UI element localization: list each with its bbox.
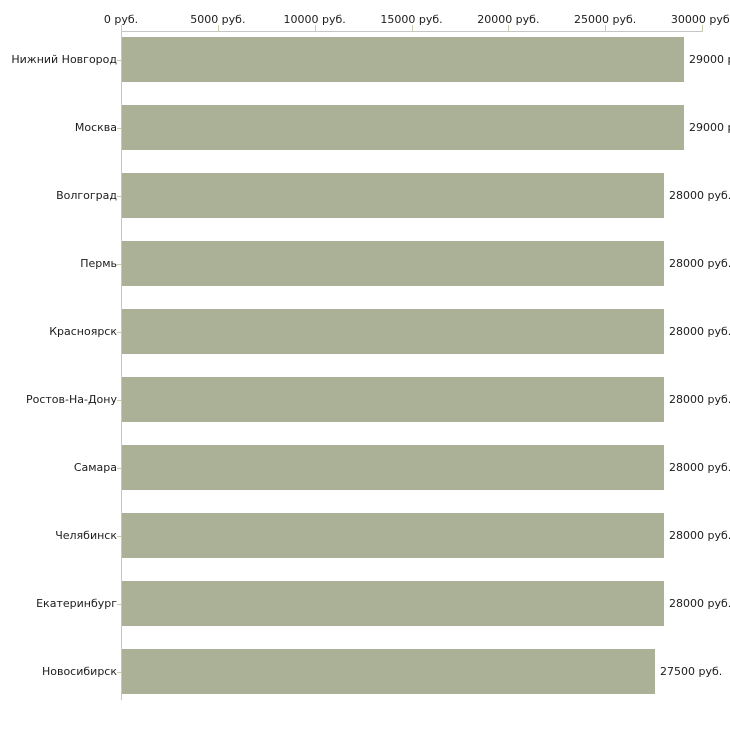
category-label: Нижний Новгород: [11, 52, 117, 66]
value-label: 28000 руб.: [669, 596, 730, 610]
value-label: 28000 руб.: [669, 460, 730, 474]
y-axis-tick-mark: [117, 399, 121, 401]
x-axis-tick-mark: [411, 25, 413, 32]
x-axis-tick-mark: [508, 25, 510, 32]
bar: [122, 173, 664, 218]
category-label: Самара: [73, 460, 117, 474]
bar: [122, 105, 684, 150]
x-axis-tick-label: 10000 руб.: [283, 13, 346, 26]
bar: [122, 309, 664, 354]
value-label: 27500 руб.: [660, 664, 723, 678]
category-label: Екатеринбург: [36, 596, 117, 610]
value-label: 29000 руб.: [689, 120, 730, 134]
y-axis-tick-mark: [117, 331, 121, 333]
bar: [122, 241, 664, 286]
y-axis-tick-mark: [117, 195, 121, 197]
value-label: 28000 руб.: [669, 324, 730, 338]
x-axis-tick-mark: [314, 25, 316, 32]
bar: [122, 377, 664, 422]
category-label: Волгоград: [56, 188, 117, 202]
category-label: Москва: [74, 120, 117, 134]
x-axis-tick-label: 30000 руб.: [670, 13, 730, 26]
x-axis-tick-label: 0 руб.: [103, 13, 139, 26]
x-axis-tick-label: 15000 руб.: [380, 13, 443, 26]
value-label: 29000 руб.: [689, 52, 730, 66]
value-label: 28000 руб.: [669, 256, 730, 270]
bar: [122, 37, 684, 82]
y-axis-tick-mark: [117, 59, 121, 61]
category-label: Новосибирск: [41, 664, 117, 678]
y-axis-tick-mark: [117, 263, 121, 265]
category-label: Челябинск: [55, 528, 117, 542]
y-axis-tick-mark: [117, 127, 121, 129]
x-axis-tick-mark: [702, 25, 703, 32]
x-axis-tick-mark: [605, 25, 607, 32]
bar: [122, 513, 664, 558]
x-axis-tick-label: 20000 руб.: [477, 13, 540, 26]
y-axis-tick-mark: [117, 603, 121, 605]
category-label: Красноярск: [49, 324, 117, 338]
x-axis-tick-label: 25000 руб.: [574, 13, 637, 26]
bar: [122, 581, 664, 626]
value-label: 28000 руб.: [669, 188, 730, 202]
y-axis-tick-mark: [117, 671, 121, 673]
y-axis-tick-mark: [117, 535, 121, 537]
bar: [122, 649, 655, 694]
category-label: Ростов-На-Дону: [25, 392, 117, 406]
y-axis-tick-mark: [117, 467, 121, 469]
x-axis-tick-label: 5000 руб.: [190, 13, 246, 26]
bar: [122, 445, 664, 490]
value-label: 28000 руб.: [669, 528, 730, 542]
x-axis-tick-mark: [217, 25, 219, 32]
x-axis-tick-mark: [121, 25, 122, 32]
category-label: Пермь: [80, 256, 117, 270]
y-axis-line: [121, 31, 122, 700]
value-label: 28000 руб.: [669, 392, 730, 406]
